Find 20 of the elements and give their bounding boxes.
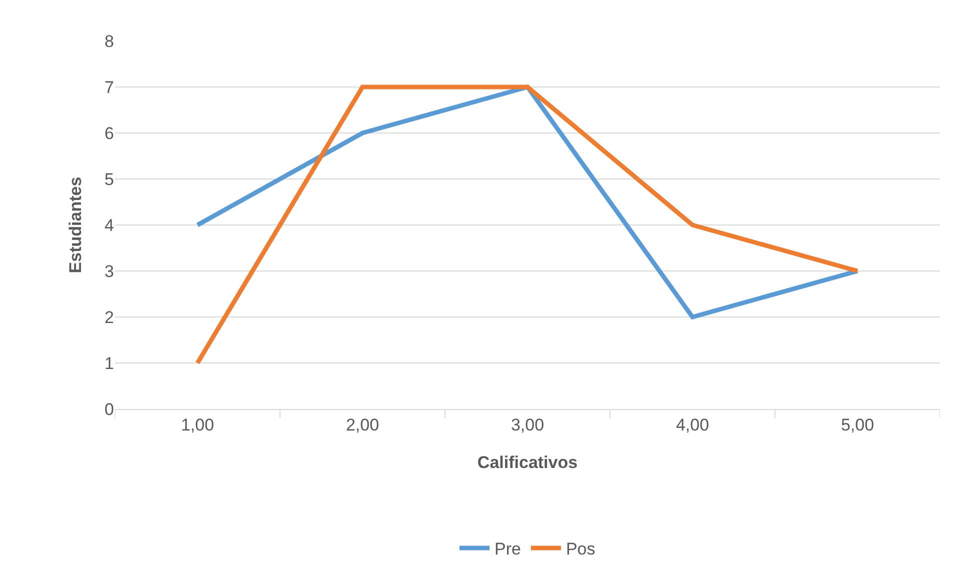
x-tick-label: 1,00 [180, 415, 214, 434]
legend-label: Pos [566, 540, 596, 559]
y-tick-label: 7 [104, 78, 114, 97]
y-tick-label: 1 [104, 354, 114, 373]
y-tick-label: 5 [104, 170, 114, 189]
y-tick-label: 8 [104, 32, 114, 51]
y-tick-label: 0 [104, 400, 114, 419]
line-series [195, 84, 860, 366]
legend-label: Pre [494, 540, 521, 559]
x-tick-label: 4,00 [676, 415, 710, 434]
x-tick-label: 3,00 [510, 415, 544, 434]
y-tick-label: 6 [104, 124, 114, 143]
x-axis-title: Calificativos [477, 452, 578, 472]
y-tick-label: 3 [104, 262, 114, 281]
y-axis-title: Estudiantes [66, 176, 86, 274]
y-tick-label: 2 [104, 308, 114, 327]
x-tick-label: 5,00 [840, 415, 874, 434]
x-tick-label: 2,00 [346, 415, 380, 434]
y-tick-label: 4 [104, 216, 114, 235]
line-series [195, 84, 860, 320]
